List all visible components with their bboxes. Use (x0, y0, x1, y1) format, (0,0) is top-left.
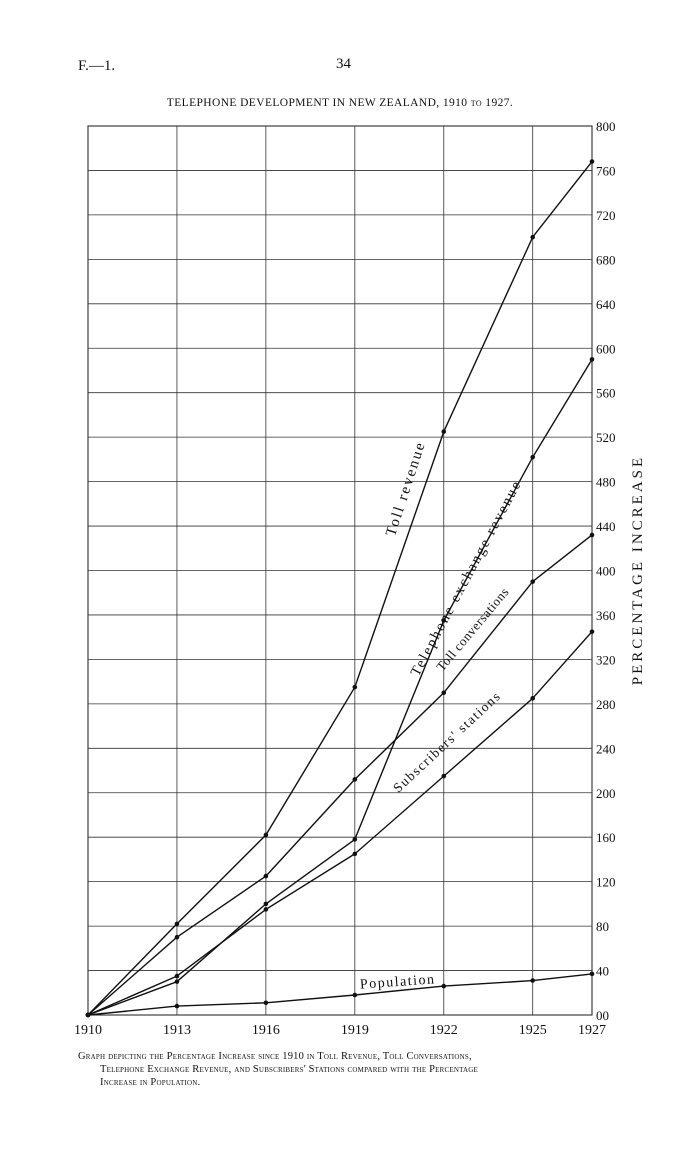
data-point (263, 901, 269, 907)
data-point (530, 695, 536, 701)
caption-line-3: Increase in Population. (100, 1077, 201, 1088)
x-tick-label: 1925 (519, 1023, 547, 1038)
data-point (263, 907, 269, 912)
caption-line-1: Graph depicting the Percentage Increase … (78, 1051, 472, 1062)
data-point (174, 921, 180, 927)
y-tick-label: 400 (596, 564, 616, 579)
y-tick-label: 360 (596, 608, 616, 623)
data-point (530, 579, 536, 584)
x-tick-label: 1913 (163, 1023, 191, 1038)
series-lines (87, 161, 593, 1016)
data-point (441, 983, 447, 989)
y-tick-label: 680 (596, 252, 616, 267)
data-point (263, 832, 269, 838)
data-point (174, 1003, 180, 1009)
y-tick-label: 160 (596, 830, 616, 845)
y-tick-label: 560 (596, 386, 616, 401)
data-point (352, 851, 358, 857)
y-tick-labels: 00 40 80 120 160 200 240 280 320 360 400 440 480 520 5… (596, 119, 616, 1023)
figure-caption: Graph depicting the Percentage Increase … (78, 1050, 646, 1089)
header-reference: F.—1. (78, 58, 116, 74)
grid (87, 125, 593, 1016)
data-point (352, 777, 358, 782)
y-tick-label: 80 (596, 919, 609, 934)
data-point (589, 629, 595, 634)
data-point (263, 1000, 269, 1006)
series-line-4 (87, 973, 593, 1016)
data-point (589, 532, 595, 538)
series-line-2 (87, 534, 593, 1016)
data-point (441, 773, 447, 779)
y-tick-label: 320 (596, 652, 616, 667)
y-tick-label: 800 (596, 119, 616, 134)
y-tick-label: 440 (596, 519, 616, 534)
caption-line-2: Telephone Exchange Revenue, and Subscrib… (100, 1064, 479, 1075)
data-point (441, 690, 447, 696)
data-point-markers (85, 159, 595, 1018)
x-tick-label: 1916 (252, 1023, 280, 1038)
y-tick-label: 520 (596, 430, 616, 445)
x-tick-label: 1922 (430, 1023, 458, 1038)
y-tick-label: 200 (596, 786, 616, 801)
data-point (589, 159, 595, 164)
x-tick-labels: 1910 1913 1916 1919 1922 1925 1927 (74, 1023, 606, 1038)
chart-title: TELEPHONE DEVELOPMENT IN NEW ZEALAND, 19… (166, 97, 514, 109)
x-tick-label: 1927 (578, 1023, 606, 1038)
data-point (174, 979, 180, 984)
page-number: 34 (336, 56, 351, 72)
series-line-0 (87, 161, 593, 1016)
data-point (530, 454, 536, 460)
data-point (174, 973, 180, 979)
y-tick-label: 240 (596, 741, 616, 756)
x-tick-label: 1919 (341, 1023, 369, 1038)
data-point (530, 234, 536, 240)
y-tick-label: 760 (596, 163, 616, 178)
data-point (174, 934, 180, 940)
series-label-1: Telephone exchange revenue (408, 477, 525, 679)
y-tick-label: 00 (596, 1008, 609, 1023)
y-tick-label: 600 (596, 341, 616, 356)
data-point (530, 978, 536, 983)
data-point (352, 837, 358, 842)
data-point (589, 357, 595, 362)
series-line-3 (87, 631, 593, 1016)
y-axis-label: PERCENTAGE INCREASE (630, 455, 646, 685)
x-tick-label: 1910 (74, 1023, 102, 1038)
data-point (352, 684, 358, 690)
data-point (352, 992, 358, 998)
series-label-4: Population (359, 972, 436, 992)
data-point (441, 618, 447, 623)
data-point (85, 1012, 91, 1018)
y-tick-label: 40 (596, 964, 609, 979)
y-tick-label: 280 (596, 697, 616, 712)
data-point (589, 971, 595, 977)
y-tick-label: 480 (596, 475, 616, 490)
y-tick-label: 720 (596, 208, 616, 223)
data-point (441, 429, 447, 434)
y-tick-label: 640 (596, 297, 616, 312)
series-line-1 (87, 359, 593, 1016)
y-tick-label: 120 (596, 875, 616, 890)
series-label-0: Toll revenue (383, 439, 429, 538)
data-point (263, 873, 269, 879)
